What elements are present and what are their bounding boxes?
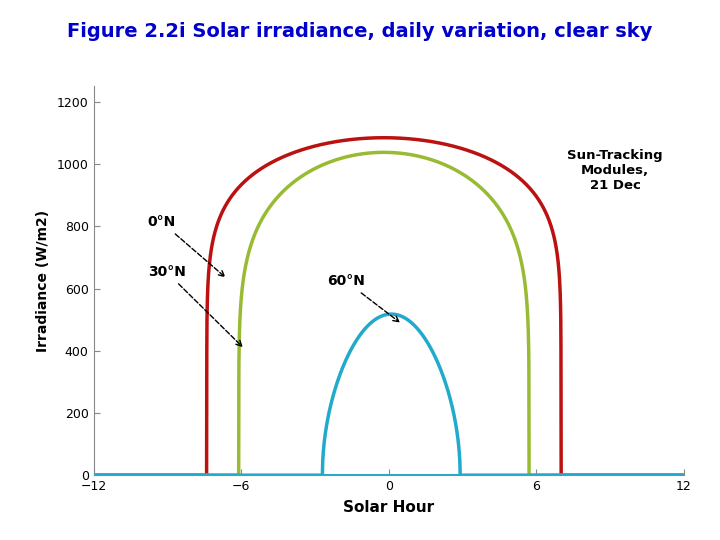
Text: Figure 2.2i Solar irradiance, daily variation, clear sky: Figure 2.2i Solar irradiance, daily vari…	[67, 22, 653, 40]
Text: 60°N: 60°N	[328, 274, 399, 322]
Text: 0°N: 0°N	[148, 215, 225, 276]
X-axis label: Solar Hour: Solar Hour	[343, 500, 434, 515]
Text: Sun-Tracking
Modules,
21 Dec: Sun-Tracking Modules, 21 Dec	[567, 149, 663, 192]
Text: 30°N: 30°N	[148, 265, 242, 346]
Y-axis label: Irradiance (W/m2): Irradiance (W/m2)	[36, 210, 50, 352]
